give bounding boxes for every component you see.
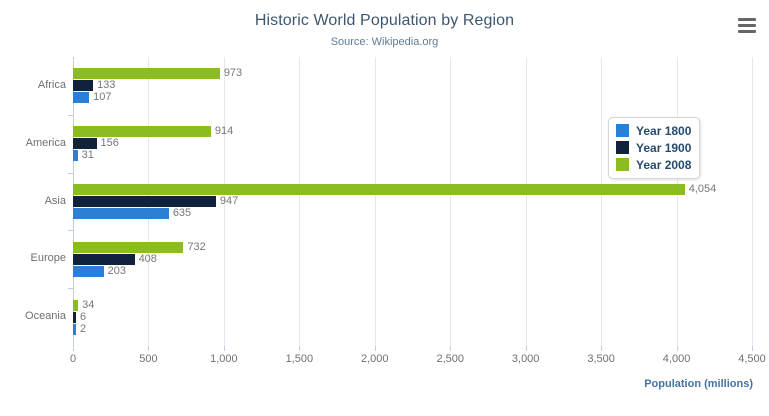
legend-item-label: Year 2008 bbox=[636, 157, 692, 172]
bar[interactable] bbox=[73, 80, 94, 92]
gridline bbox=[374, 57, 376, 346]
x-axis-tick bbox=[223, 346, 225, 351]
bar-value-label: 107 bbox=[93, 91, 112, 104]
x-axis-tick bbox=[525, 346, 527, 351]
bar-value-label: 6 bbox=[80, 310, 87, 323]
y-axis-category-label: America bbox=[25, 136, 66, 149]
y-axis-tick bbox=[68, 114, 73, 116]
x-axis-title: Population (millions) bbox=[644, 378, 753, 390]
chart-title: Historic World Population by Region bbox=[254, 12, 515, 29]
x-axis-tick bbox=[450, 346, 452, 351]
y-axis-tick bbox=[68, 172, 73, 174]
x-axis-tick-label: 0 bbox=[69, 353, 77, 365]
legend-item-year-1900[interactable]: Year 1900 bbox=[616, 139, 691, 156]
legend-item-year-1800[interactable]: Year 1800 bbox=[616, 122, 691, 139]
x-axis-tick-label: 3,500 bbox=[587, 353, 615, 365]
x-axis-tick bbox=[299, 346, 301, 351]
y-axis-category-label: Africa bbox=[37, 78, 66, 91]
bar-value-label: 947 bbox=[219, 195, 239, 207]
bar[interactable] bbox=[73, 299, 79, 311]
chart-context-menu-icon[interactable] bbox=[735, 14, 759, 36]
y-axis-category-label: Europe bbox=[30, 252, 66, 265]
bar-value-label: 973 bbox=[223, 67, 243, 80]
x-axis-tick-label: 1,000 bbox=[210, 353, 238, 365]
y-axis-tick bbox=[68, 288, 73, 290]
x-axis-tick-label: 2,000 bbox=[361, 353, 389, 365]
bar[interactable] bbox=[73, 68, 220, 80]
x-axis-tick bbox=[148, 346, 150, 351]
plot-area: 973 133 107 914 156 31 4,054 947 635 732 408 203 34 6… bbox=[73, 57, 752, 346]
chart-legend: Year 1800 Year 1900 Year 2008 bbox=[608, 117, 701, 179]
gridline bbox=[525, 57, 527, 346]
y-axis-category-label: Asia bbox=[44, 194, 66, 207]
gridline bbox=[676, 57, 678, 346]
bar-value-label: 408 bbox=[138, 252, 157, 265]
menu-bar-3 bbox=[738, 29, 756, 33]
legend-item-year-2008[interactable]: Year 2008 bbox=[616, 156, 691, 173]
x-axis-tick-label: 3,000 bbox=[511, 353, 540, 365]
bar-value-label: 4,054 bbox=[688, 183, 717, 195]
gridline bbox=[450, 57, 452, 346]
x-axis-tick bbox=[73, 346, 74, 351]
gridline bbox=[752, 57, 753, 346]
bar-value-label: 732 bbox=[187, 240, 206, 253]
bar[interactable] bbox=[73, 184, 685, 195]
gridline bbox=[299, 57, 301, 346]
bar[interactable] bbox=[73, 265, 104, 277]
legend-swatch-icon bbox=[616, 124, 629, 137]
y-axis-tick bbox=[68, 230, 73, 232]
bar[interactable] bbox=[73, 92, 90, 104]
bar-value-label: 34 bbox=[82, 298, 95, 311]
bar[interactable] bbox=[73, 241, 184, 253]
x-axis-tick bbox=[374, 346, 376, 351]
gridline bbox=[223, 57, 225, 346]
legend-swatch-icon bbox=[616, 158, 629, 171]
x-axis-tick-label: 500 bbox=[139, 353, 158, 365]
x-axis-tick-label: 1,500 bbox=[285, 353, 314, 365]
x-axis-tick bbox=[676, 346, 678, 351]
bar[interactable] bbox=[73, 323, 76, 335]
legend-item-label: Year 1900 bbox=[636, 140, 692, 155]
chart-subtitle: Source: Wikipedia.org bbox=[330, 36, 439, 48]
legend-swatch-icon bbox=[616, 141, 629, 154]
bar-value-label: 635 bbox=[172, 207, 192, 219]
bar[interactable] bbox=[73, 311, 76, 323]
bar[interactable] bbox=[73, 126, 211, 138]
x-axis-tick bbox=[601, 346, 603, 351]
x-axis-tick-label: 4,500 bbox=[738, 353, 766, 365]
bar-value-label: 31 bbox=[81, 149, 94, 162]
menu-bar-2 bbox=[738, 23, 756, 27]
y-axis-category-label: Oceania bbox=[25, 310, 66, 323]
bar-value-label: 914 bbox=[214, 125, 234, 138]
gridline bbox=[601, 57, 603, 346]
x-axis-tick bbox=[752, 346, 753, 351]
bar[interactable] bbox=[73, 196, 216, 207]
bar-value-label: 203 bbox=[107, 264, 126, 277]
bar-value-label: 156 bbox=[100, 137, 119, 150]
menu-bar-1 bbox=[738, 17, 756, 21]
x-axis-tick-label: 4,000 bbox=[662, 353, 691, 365]
bar-value-label: 133 bbox=[97, 79, 116, 92]
bar[interactable] bbox=[73, 253, 135, 265]
bar[interactable] bbox=[73, 138, 97, 150]
bar[interactable] bbox=[73, 208, 169, 219]
bar[interactable] bbox=[73, 150, 78, 162]
x-axis-tick-label: 2,500 bbox=[436, 353, 464, 365]
bar-value-label: 2 bbox=[80, 322, 87, 335]
legend-item-label: Year 1800 bbox=[636, 123, 692, 138]
